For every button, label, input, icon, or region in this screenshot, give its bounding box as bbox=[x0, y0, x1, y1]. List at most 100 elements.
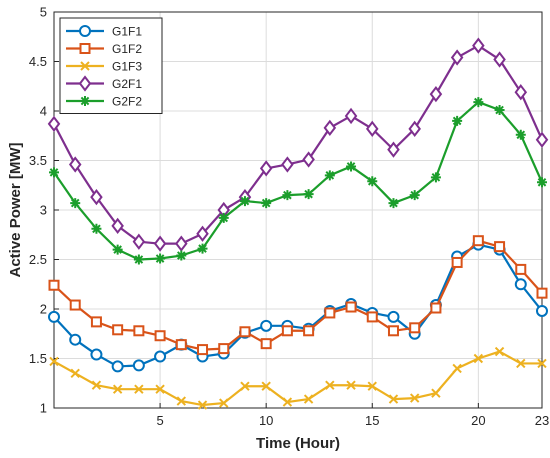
data-point-g2f2 bbox=[473, 97, 484, 108]
data-point-g1f2 bbox=[197, 344, 209, 356]
data-point-g1f1 bbox=[111, 360, 124, 373]
data-point-g1f2 bbox=[90, 316, 102, 328]
x-axis-ticks: 5 10 15 20 23 bbox=[156, 403, 549, 428]
data-point-g1f3 bbox=[155, 384, 165, 394]
data-point-g1f2 bbox=[387, 325, 399, 337]
data-point-g1f1 bbox=[132, 359, 145, 372]
legend-label: G2F2 bbox=[112, 95, 142, 109]
x-tick-label: 10 bbox=[259, 413, 273, 428]
data-point-g1f2 bbox=[239, 326, 251, 338]
y-tick-label: 2.5 bbox=[29, 252, 47, 267]
data-point-g1f3 bbox=[325, 380, 335, 390]
data-point-g1f3 bbox=[409, 393, 420, 403]
legend-item-g1f2: G1F2 bbox=[66, 42, 142, 56]
data-point-g2f1 bbox=[281, 156, 294, 173]
data-point-g2f2 bbox=[367, 176, 378, 187]
data-point-g2f1 bbox=[472, 37, 485, 54]
data-point-g2f2 bbox=[239, 196, 250, 207]
data-point-g1f2 bbox=[536, 287, 548, 299]
data-point-g1f3 bbox=[261, 381, 271, 391]
series-g1f3 bbox=[49, 346, 547, 410]
data-point-g1f2 bbox=[303, 325, 315, 337]
data-point-g2f2 bbox=[176, 250, 187, 261]
data-point-g2f2 bbox=[515, 129, 526, 140]
data-point-g1f1 bbox=[48, 310, 60, 323]
legend-marker bbox=[78, 75, 92, 92]
data-point-g2f1 bbox=[429, 86, 443, 103]
legend-item-g2f2: G2F2 bbox=[66, 95, 142, 109]
data-point-g1f3 bbox=[240, 381, 250, 391]
data-point-g2f1 bbox=[47, 115, 61, 133]
data-point-g2f1 bbox=[111, 217, 124, 234]
data-point-g2f2 bbox=[324, 170, 335, 181]
data-point-g2f1 bbox=[302, 151, 315, 168]
data-point-g2f1 bbox=[132, 233, 146, 250]
data-point-g1f3 bbox=[452, 363, 462, 374]
series-g2f1 bbox=[47, 37, 549, 252]
series-g1f2 bbox=[48, 235, 548, 356]
y-tick-label: 3.5 bbox=[29, 153, 47, 168]
data-point-g2f2 bbox=[91, 223, 102, 234]
data-point-g1f1 bbox=[154, 350, 167, 363]
data-point-g1f3 bbox=[282, 397, 293, 407]
data-point-g2f1 bbox=[408, 120, 421, 137]
data-point-g2f1 bbox=[323, 119, 337, 136]
data-point-g1f1 bbox=[69, 333, 82, 346]
data-point-g1f3 bbox=[431, 388, 441, 398]
data-point-g2f1 bbox=[196, 225, 209, 242]
data-point-g2f1 bbox=[387, 141, 400, 158]
data-point-g2f2 bbox=[303, 189, 314, 200]
data-point-g1f3 bbox=[346, 380, 356, 390]
data-point-g1f1 bbox=[387, 310, 400, 323]
data-point-g2f2 bbox=[49, 167, 59, 178]
data-point-g1f3 bbox=[494, 346, 505, 357]
data-point-g1f2 bbox=[494, 241, 506, 253]
data-point-g1f2 bbox=[451, 256, 463, 268]
legend-marker bbox=[79, 25, 91, 37]
legend-item-g2f1: G2F1 bbox=[66, 75, 142, 92]
x-tick-label: 23 bbox=[535, 413, 549, 428]
data-point-g2f1 bbox=[514, 84, 528, 101]
legend-marker bbox=[79, 43, 91, 54]
data-point-g1f3 bbox=[176, 396, 187, 406]
data-point-g2f1 bbox=[450, 49, 464, 66]
x-tick-label: 5 bbox=[156, 413, 163, 428]
data-point-g2f2 bbox=[409, 190, 420, 201]
data-point-g2f2 bbox=[70, 198, 81, 209]
data-point-g1f3 bbox=[388, 394, 399, 404]
legend-label: G2F1 bbox=[112, 77, 142, 91]
legend-item-g1f1: G1F1 bbox=[66, 25, 142, 39]
data-point-g1f2 bbox=[48, 279, 60, 291]
data-point-g1f2 bbox=[366, 311, 378, 323]
y-tick-label: 2 bbox=[40, 302, 47, 317]
series-line-g1f3 bbox=[53, 350, 542, 407]
y-tick-label: 4.5 bbox=[29, 54, 47, 69]
data-point-g1f2 bbox=[175, 339, 187, 351]
data-point-g1f2 bbox=[409, 322, 421, 334]
data-point-g1f3 bbox=[49, 356, 59, 367]
data-point-g2f2 bbox=[537, 177, 547, 188]
data-point-g1f2 bbox=[345, 301, 357, 313]
data-point-g2f2 bbox=[430, 172, 441, 183]
data-point-g2f1 bbox=[259, 160, 273, 177]
x-axis-label: Time (Hour) bbox=[256, 435, 340, 452]
data-point-g2f1 bbox=[344, 107, 358, 125]
legend-label: G1F2 bbox=[112, 42, 142, 56]
data-point-g2f2 bbox=[155, 253, 166, 264]
data-point-g1f2 bbox=[133, 325, 145, 337]
data-point-g1f2 bbox=[515, 263, 527, 275]
legend: G1F1 G1F2 G1F3 G2F1 G2F2 bbox=[59, 17, 163, 114]
data-point-g2f1 bbox=[68, 156, 82, 173]
data-point-g1f3 bbox=[473, 353, 484, 364]
legend-label: G1F3 bbox=[112, 60, 142, 74]
data-point-g1f3 bbox=[134, 384, 144, 394]
y-axis-label: Active Power [MW] bbox=[7, 142, 24, 277]
data-point-g2f2 bbox=[112, 244, 123, 255]
series-layer bbox=[47, 37, 549, 410]
series-g2f2 bbox=[49, 97, 547, 265]
y-tick-label: 1 bbox=[40, 401, 47, 416]
data-point-g2f2 bbox=[218, 212, 229, 223]
data-point-g1f2 bbox=[218, 343, 230, 355]
data-point-g2f1 bbox=[535, 131, 549, 148]
